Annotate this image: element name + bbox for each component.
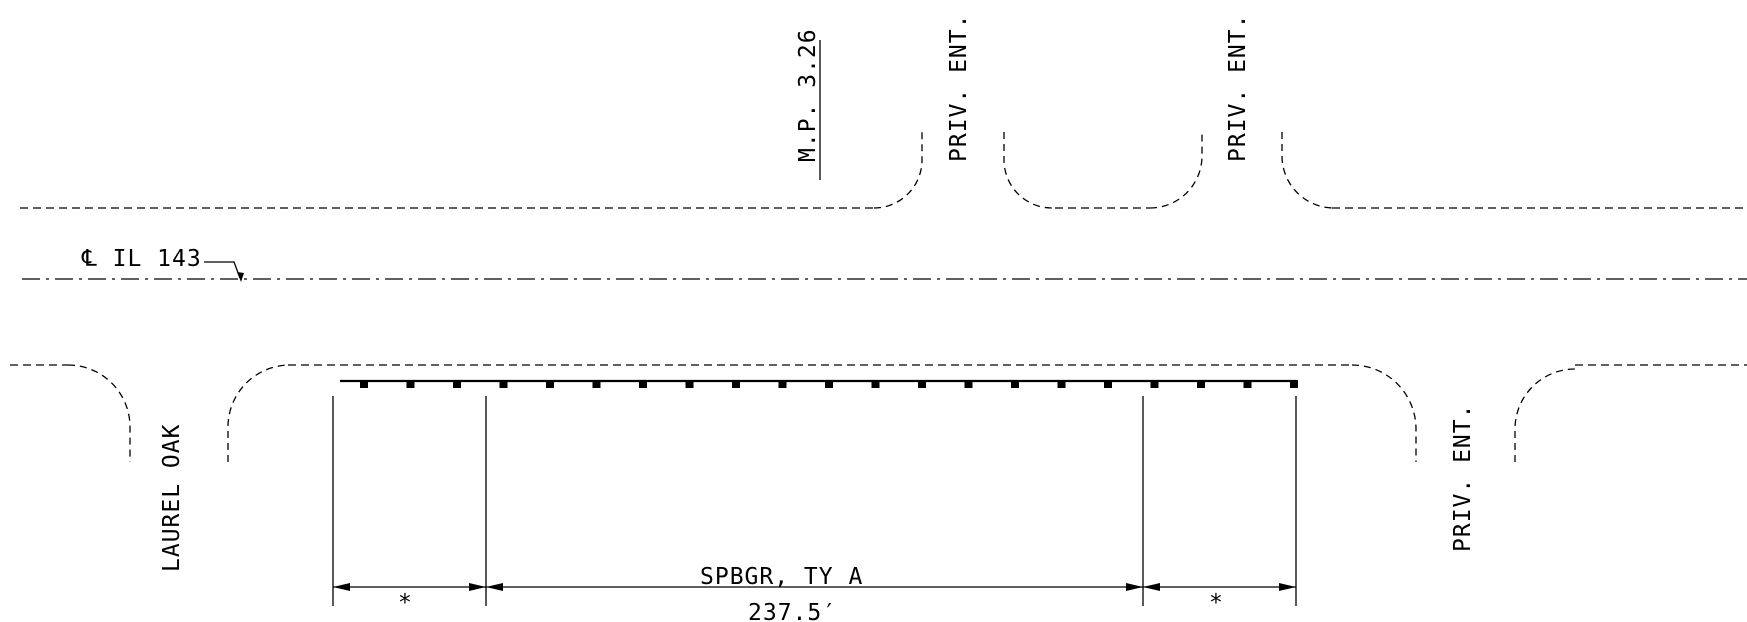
guardrail-post bbox=[732, 380, 740, 388]
guardrail bbox=[340, 379, 1298, 388]
dimension-lines bbox=[333, 583, 1296, 591]
laurel-oak-label: LAUREL OAK bbox=[159, 424, 185, 572]
guardrail-post bbox=[499, 380, 508, 388]
guardrail-post bbox=[1011, 380, 1019, 388]
priv-ent-label-north-2: PRIV. ENT. bbox=[1225, 14, 1251, 162]
guardrail-post bbox=[406, 380, 415, 388]
centerline-leader bbox=[204, 261, 244, 282]
priv-ent-label-south: PRIV. ENT. bbox=[1450, 404, 1476, 552]
guardrail-post bbox=[639, 380, 647, 388]
north-private-entrance-1 bbox=[873, 132, 1053, 209]
guardrail-post bbox=[778, 380, 787, 388]
right-dimension-label: * bbox=[1209, 590, 1224, 616]
guardrail-post bbox=[871, 380, 880, 388]
guardrail-post bbox=[1290, 380, 1298, 388]
guardrail-post bbox=[1150, 380, 1159, 388]
milepost-label: M.P. 3.26 bbox=[795, 28, 821, 162]
guardrail-post bbox=[1057, 380, 1066, 388]
guardrail-post bbox=[546, 380, 554, 388]
guardrail-post bbox=[360, 380, 368, 388]
centerline-label: ℄ IL 143 bbox=[81, 246, 202, 272]
guardrail-post bbox=[825, 380, 833, 388]
guardrail-post bbox=[1104, 380, 1112, 388]
milepost-marker: M.P. 3.26 bbox=[795, 28, 821, 180]
guardrail-post bbox=[685, 380, 694, 388]
guardrail-post bbox=[964, 380, 973, 388]
guardrail-posts bbox=[360, 380, 1298, 388]
guardrail-post bbox=[453, 380, 461, 388]
guardrail-post bbox=[592, 380, 601, 388]
left-dimension-label: * bbox=[398, 590, 413, 616]
guardrail-length-label: 237.5′ bbox=[748, 600, 837, 622]
guardrail-post bbox=[1243, 380, 1252, 388]
south-private-entrance bbox=[1351, 364, 1576, 462]
guardrail-type-label: SPBGR, TY A bbox=[700, 564, 863, 590]
dimension-extension-lines bbox=[332, 396, 1297, 606]
guardrail-post bbox=[1197, 380, 1205, 388]
laurel-oak-road-returns bbox=[67, 364, 291, 462]
guardrail-post bbox=[918, 380, 926, 388]
priv-ent-label-north-1: PRIV. ENT. bbox=[946, 14, 972, 162]
north-private-entrance-2 bbox=[1149, 132, 1335, 209]
